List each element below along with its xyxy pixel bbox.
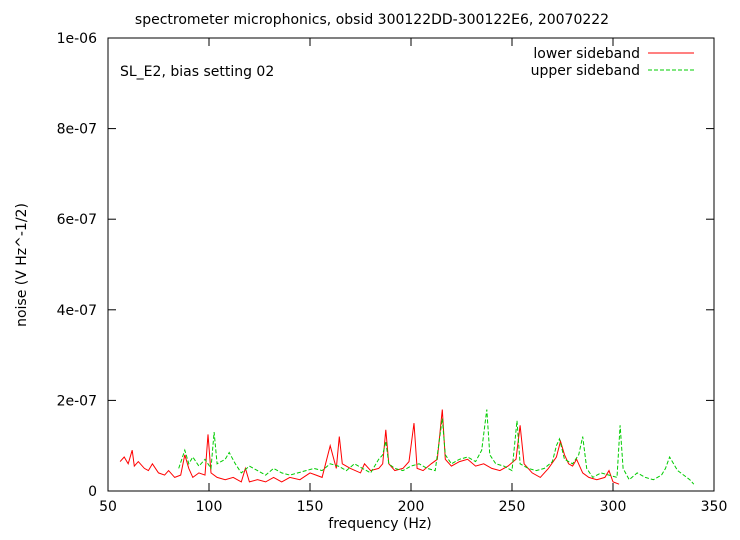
x-tick-label: 350 [701, 499, 728, 515]
y-tick-label: 2e-07 [57, 393, 97, 409]
y-tick-label: 4e-07 [57, 303, 97, 319]
y-tick-label: 8e-07 [57, 122, 97, 138]
chart-title: spectrometer microphonics, obsid 300122D… [135, 12, 609, 28]
y-tick-label: 0 [88, 484, 97, 500]
x-tick-label: 300 [600, 499, 627, 515]
legend: lower sideband upper sideband [531, 46, 694, 79]
y-tick-label: 6e-07 [57, 212, 97, 228]
x-tick-label: 250 [499, 499, 526, 515]
x-tick-label: 50 [99, 499, 117, 515]
series-line-lower-sideband [119, 409, 620, 485]
x-tick-label: 150 [297, 499, 324, 515]
plot-frame [107, 37, 715, 492]
y-axis-label: noise (V Hz^-1/2) [14, 203, 30, 327]
legend-label-upper-sideband: upper sideband [531, 63, 640, 79]
x-axis-label: frequency (Hz) [328, 516, 431, 532]
x-tick-label: 200 [398, 499, 425, 515]
series-line-upper-sideband [178, 409, 695, 485]
series-layer [119, 409, 695, 485]
y-tick-label: 1e-06 [57, 31, 97, 47]
legend-label-lower-sideband: lower sideband [533, 46, 640, 62]
axes-layer: 50 100 150 200 250 300 350 0 2e-07 4e-07 6e-07 8e-0… [57, 31, 728, 515]
x-tick-label: 100 [196, 499, 223, 515]
chart-annotation: SL_E2, bias setting 02 [120, 64, 274, 80]
